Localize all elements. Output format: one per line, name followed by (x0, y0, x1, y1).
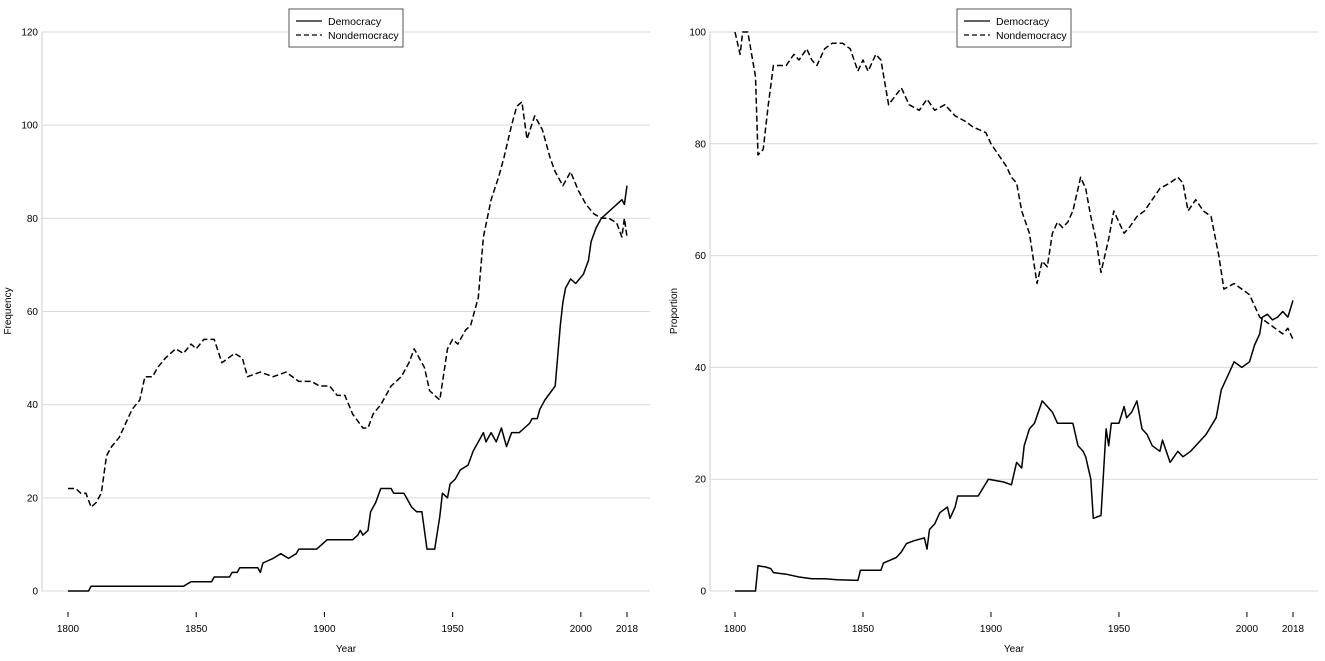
x-tick-label-1900: 1900 (313, 624, 336, 635)
x-tick-label-1800: 1800 (724, 624, 747, 635)
series-line-nondemocracy (68, 101, 628, 508)
x-tick-label-1850: 1850 (852, 624, 875, 635)
y-axis-title: Frequency (3, 287, 14, 334)
x-axis-ticks: 1800 1850 1900 1950 2000 2018 (57, 612, 639, 635)
series-line-democracy (68, 185, 628, 592)
legend-label-nondemocracy: Nondemocracy (996, 30, 1067, 42)
x-tick-label-1850: 1850 (185, 624, 208, 635)
x-tick-label-1950: 1950 (1108, 624, 1131, 635)
y-axis-ticks: 0 20 40 60 80 100 120 (21, 28, 38, 598)
series-line-nondemocracy (734, 31, 1294, 340)
y-axis-ticks: 0 20 40 60 80 100 (689, 28, 706, 598)
x-tick-label-2000: 2000 (1236, 624, 1259, 635)
legend-box (288, 8, 404, 48)
x-axis-title: Year (336, 644, 357, 655)
legend-label-nondemocracy: Nondemocracy (328, 30, 399, 42)
y-tick-label-120: 120 (21, 28, 38, 39)
y-tick-label-0: 0 (32, 587, 38, 598)
x-tick-label-1800: 1800 (57, 624, 80, 635)
x-tick-label-1950: 1950 (442, 624, 465, 635)
y-tick-label-40: 40 (27, 400, 39, 411)
y-tick-label-100: 100 (21, 121, 38, 132)
y-tick-label-100: 100 (689, 28, 706, 39)
y-axis-title: Proportion (669, 288, 680, 334)
y-tick-label-60: 60 (695, 251, 707, 262)
proportion-chart: 0 20 40 60 80 100 1800 1850 1900 1950 2000 2018 Ye… (669, 8, 1318, 655)
y-tick-label-0: 0 (700, 587, 706, 598)
x-tick-label-1900: 1900 (980, 624, 1003, 635)
x-tick-label-2018: 2018 (1282, 624, 1305, 635)
y-tick-label-80: 80 (695, 139, 707, 150)
legend-label-democracy: Democracy (996, 16, 1050, 28)
x-tick-label-2018: 2018 (616, 624, 639, 635)
legend: Democracy Nondemocracy (288, 8, 404, 48)
legend-label-democracy: Democracy (328, 16, 382, 28)
frequency-chart: 0 20 40 60 80 100 120 1800 1850 1900 1950 2000 2018… (3, 8, 650, 655)
series-lines (68, 101, 628, 592)
y-tick-label-60: 60 (27, 307, 39, 318)
x-axis-title: Year (1004, 644, 1025, 655)
y-tick-label-40: 40 (695, 363, 707, 374)
y-tick-label-20: 20 (27, 493, 39, 504)
series-line-democracy (735, 300, 1294, 592)
x-axis-ticks: 1800 1850 1900 1950 2000 2018 (724, 612, 1305, 635)
gridlines (42, 31, 650, 592)
y-tick-label-20: 20 (695, 475, 707, 486)
legend: Democracy Nondemocracy (956, 8, 1072, 48)
legend-box (956, 8, 1072, 48)
series-lines (734, 31, 1294, 592)
x-tick-label-2000: 2000 (570, 624, 593, 635)
y-tick-label-80: 80 (27, 214, 39, 225)
gridlines (710, 31, 1318, 592)
